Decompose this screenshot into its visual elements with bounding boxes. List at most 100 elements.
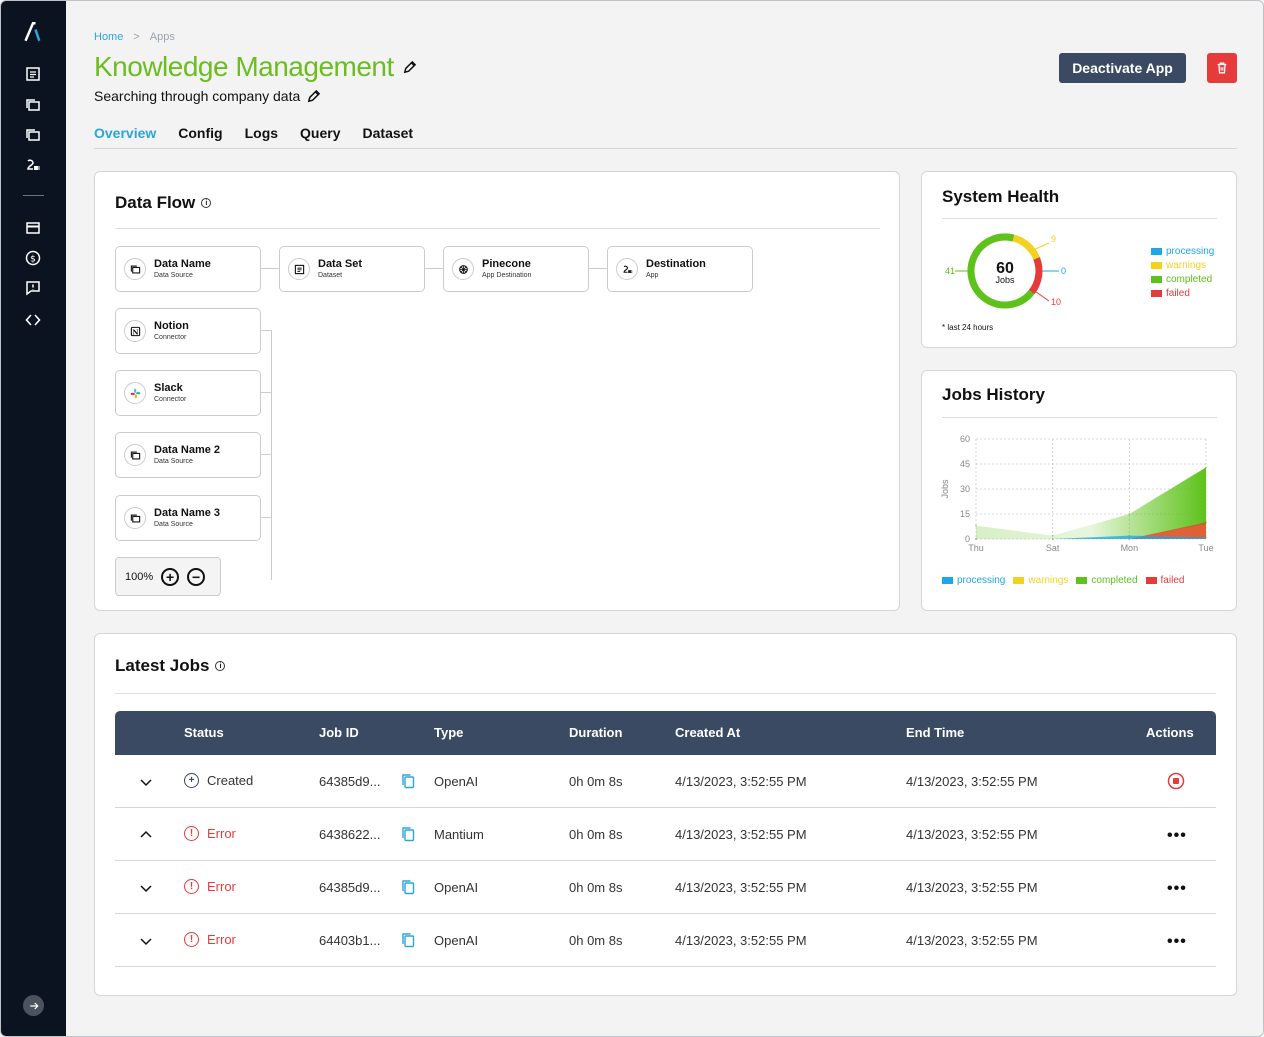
latest-jobs-title-text: Latest Jobs — [115, 656, 210, 675]
folder-icon — [124, 258, 146, 280]
legend-label: warnings — [1166, 259, 1207, 271]
node-name: Pinecone — [482, 257, 531, 270]
card-icon[interactable] — [23, 218, 43, 238]
copy-icon[interactable] — [401, 932, 415, 953]
connector-line — [589, 268, 607, 269]
document-icon[interactable] — [23, 64, 43, 84]
legend-item-completed: completed — [1076, 573, 1138, 587]
flow-node-data-name-2[interactable]: Data Name 2 Data Source — [115, 432, 261, 478]
legend-swatch — [1151, 289, 1162, 297]
column-header-end-time[interactable]: End Time — [906, 725, 965, 740]
column-header-created-at[interactable]: Created At — [675, 725, 741, 740]
delete-app-button[interactable] — [1207, 53, 1237, 83]
edit-title-pencil-icon[interactable] — [402, 60, 417, 75]
folder-icon — [124, 507, 146, 529]
legend-label: processing — [957, 574, 1006, 586]
column-header-job-id[interactable]: Job ID — [319, 725, 359, 740]
donut-slice-completed — [967, 233, 1035, 309]
jobs-table-header: Status Job ID Type Duration Created At E… — [115, 711, 1216, 755]
duration-cell: 0h 0m 8s — [569, 880, 623, 895]
logo-icon[interactable] — [23, 22, 43, 42]
flow-node-destination[interactable]: Destination App — [607, 246, 753, 292]
document-icon — [288, 258, 310, 280]
donut-leader-failed — [1031, 288, 1050, 302]
x-tick-label: Thu — [968, 543, 984, 553]
copy-icon[interactable] — [401, 826, 415, 847]
code-icon[interactable] — [23, 310, 43, 330]
chevron-down-icon[interactable] — [139, 934, 153, 953]
flow-node-pinecone[interactable]: Pinecone App Destination — [443, 246, 589, 292]
arrow-right-icon[interactable] — [23, 995, 44, 1016]
copy-icon[interactable] — [401, 879, 415, 900]
tab-config[interactable]: Config — [178, 125, 223, 141]
column-header-duration[interactable]: Duration — [569, 725, 623, 740]
status-text: Error — [207, 932, 236, 947]
health-note: * last 24 hours — [942, 323, 994, 332]
breadcrumb: Home > Apps — [94, 31, 175, 43]
y-tick-label: 45 — [960, 459, 970, 469]
donut-value-label-processing: 0 — [1061, 266, 1066, 276]
jobs-history-chart: 0 15 30 45 60 Thu Sat Mon Tue Jobs — [940, 434, 1214, 553]
tab-overview[interactable]: Overview — [94, 125, 157, 141]
more-options-icon[interactable]: ••• — [1167, 933, 1187, 950]
page-title: Knowledge Management — [94, 51, 417, 83]
legend-swatch — [1076, 576, 1088, 584]
data-flow-card: Data Flow i Data Name Data Source Data Se… — [94, 171, 900, 611]
flow-node-data-set[interactable]: Data Set Dataset — [279, 246, 425, 292]
more-options-icon[interactable]: ••• — [1167, 880, 1187, 897]
breadcrumb-current[interactable]: Apps — [149, 31, 175, 43]
created-at-cell: 4/13/2023, 3:52:55 PM — [675, 880, 807, 895]
tab-logs[interactable]: Logs — [244, 125, 279, 141]
card-divider — [942, 218, 1217, 219]
card-divider — [115, 228, 880, 229]
deactivate-app-button[interactable]: Deactivate App — [1059, 53, 1186, 83]
info-icon[interactable]: i — [201, 198, 212, 208]
data-point-completed — [1128, 513, 1131, 515]
connector-line — [261, 268, 279, 269]
table-row[interactable]: + Created 64385d9... OpenAI 0h 0m 8s 4/1… — [115, 755, 1216, 808]
column-header-type[interactable]: Type — [434, 725, 464, 740]
end-time-cell: 4/13/2023, 3:52:55 PM — [906, 880, 1038, 895]
more-options-icon[interactable]: ••• — [1167, 827, 1187, 844]
donut-leader-warnings — [1030, 242, 1050, 252]
flow-node-slack[interactable]: Slack Connector — [115, 370, 261, 416]
chevron-down-icon[interactable] — [139, 775, 153, 794]
duration-cell: 0h 0m 8s — [569, 827, 623, 842]
stop-icon[interactable] — [1167, 772, 1185, 795]
feedback-icon[interactable] — [23, 278, 43, 298]
copy-icon[interactable] — [401, 773, 415, 794]
type-cell: Mantium — [434, 827, 484, 842]
zoom-level: 100% — [125, 570, 154, 583]
legend-swatch — [1013, 576, 1025, 584]
data-flow-title: Data Flow i — [115, 193, 212, 213]
flow-node-notion[interactable]: N Notion Connector — [115, 308, 261, 354]
tab-query[interactable]: Query — [300, 125, 341, 141]
connector-line — [261, 517, 271, 518]
table-row[interactable]: ! Error 6438622... Mantium 0h 0m 8s 4/13… — [115, 808, 1216, 861]
tab-dataset[interactable]: Dataset — [362, 125, 414, 141]
system-health-card: System Health 60 Jobs 41 9 0 10 processing war… — [921, 171, 1237, 348]
connector-line — [261, 392, 271, 393]
table-row[interactable]: ! Error 64385d9... OpenAI 0h 0m 8s 4/13/… — [115, 861, 1216, 914]
end-time-cell: 4/13/2023, 3:52:55 PM — [906, 827, 1038, 842]
flow-node-data-name[interactable]: Data Name Data Source — [115, 246, 261, 292]
column-header-status[interactable]: Status — [184, 725, 224, 740]
dollar-icon[interactable]: $ — [23, 248, 43, 268]
breadcrumb-home[interactable]: Home — [94, 31, 124, 43]
flow-node-data-name-3[interactable]: Data Name 3 Data Source — [115, 495, 261, 541]
edit-subtitle-pencil-icon[interactable] — [306, 89, 321, 104]
data-point-completed — [1205, 466, 1207, 469]
chevron-up-icon[interactable] — [139, 828, 153, 847]
folders-icon[interactable] — [23, 95, 43, 115]
info-icon[interactable]: i — [215, 661, 226, 671]
job-id-cell: 64385d9... — [319, 880, 381, 895]
zoom-out-icon[interactable]: − — [187, 567, 206, 586]
y-tick-label: 60 — [960, 434, 970, 444]
folders-icon[interactable] — [23, 125, 43, 145]
chevron-down-icon[interactable] — [139, 881, 153, 900]
table-row[interactable]: ! Error 64403b1... OpenAI 0h 0m 8s 4/13/… — [115, 914, 1216, 967]
legend-label: failed — [1166, 287, 1190, 299]
plug-icon[interactable] — [23, 155, 43, 175]
zoom-in-icon[interactable]: + — [161, 567, 180, 586]
